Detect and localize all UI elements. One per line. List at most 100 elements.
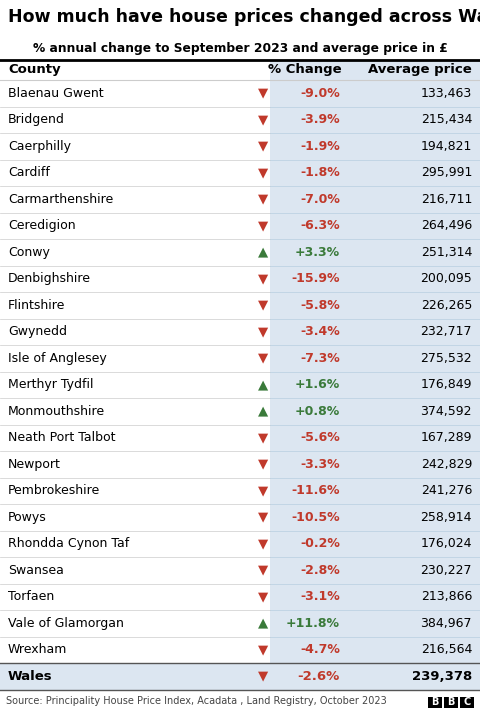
Bar <box>270 663 480 690</box>
Text: ▼: ▼ <box>258 193 268 205</box>
Text: Newport: Newport <box>8 458 61 471</box>
Text: B: B <box>432 697 439 707</box>
Text: ▼: ▼ <box>258 458 268 471</box>
Bar <box>270 345 480 372</box>
Text: 242,829: 242,829 <box>420 458 472 471</box>
Text: ▼: ▼ <box>258 87 268 100</box>
Text: 216,711: 216,711 <box>420 193 472 205</box>
Text: -3.3%: -3.3% <box>300 458 340 471</box>
Text: ▲: ▲ <box>258 405 268 418</box>
Text: Carmarthenshire: Carmarthenshire <box>8 193 113 205</box>
Text: Blaenau Gwent: Blaenau Gwent <box>8 87 104 100</box>
Text: -9.0%: -9.0% <box>300 87 340 100</box>
Text: Cardiff: Cardiff <box>8 166 50 179</box>
Bar <box>270 610 480 636</box>
Text: -10.5%: -10.5% <box>291 510 340 524</box>
Text: Vale of Glamorgan: Vale of Glamorgan <box>8 616 124 630</box>
Text: ▼: ▼ <box>258 113 268 127</box>
Text: ▲: ▲ <box>258 246 268 259</box>
Text: ▼: ▼ <box>258 484 268 497</box>
Bar <box>270 530 480 557</box>
Text: Bridgend: Bridgend <box>8 113 65 127</box>
Text: -4.7%: -4.7% <box>300 643 340 656</box>
Bar <box>270 451 480 478</box>
Bar <box>270 292 480 319</box>
Text: Monmouthshire: Monmouthshire <box>8 405 105 418</box>
Text: 230,227: 230,227 <box>420 564 472 577</box>
Text: -0.2%: -0.2% <box>300 538 340 550</box>
Text: Denbighshire: Denbighshire <box>8 272 91 285</box>
Text: Conwy: Conwy <box>8 246 50 259</box>
Text: ▲: ▲ <box>258 378 268 391</box>
Bar <box>0 663 270 690</box>
Text: +11.8%: +11.8% <box>286 616 340 630</box>
Text: ▼: ▼ <box>258 538 268 550</box>
Text: -5.8%: -5.8% <box>300 299 340 311</box>
Text: 133,463: 133,463 <box>421 87 472 100</box>
Text: County: County <box>8 63 60 76</box>
Text: 239,378: 239,378 <box>412 670 472 683</box>
Text: Isle of Anglesey: Isle of Anglesey <box>8 352 107 365</box>
Bar <box>270 107 480 133</box>
Text: Source: Principality House Price Index, Acadata , Land Registry, October 2023: Source: Principality House Price Index, … <box>6 695 387 705</box>
Text: -3.1%: -3.1% <box>300 590 340 603</box>
Text: -7.3%: -7.3% <box>300 352 340 365</box>
Text: ▲: ▲ <box>258 616 268 630</box>
Text: -15.9%: -15.9% <box>291 272 340 285</box>
Text: -7.0%: -7.0% <box>300 193 340 205</box>
Text: ▼: ▼ <box>258 564 268 577</box>
Bar <box>270 424 480 451</box>
Bar <box>270 557 480 584</box>
Text: Wrexham: Wrexham <box>8 643 67 656</box>
Bar <box>270 239 480 265</box>
Text: -1.8%: -1.8% <box>300 166 340 179</box>
Text: 167,289: 167,289 <box>420 432 472 444</box>
Bar <box>270 265 480 292</box>
Bar <box>460 697 474 707</box>
Text: Gwynedd: Gwynedd <box>8 325 67 338</box>
Bar <box>270 186 480 213</box>
Text: -2.8%: -2.8% <box>300 564 340 577</box>
Bar <box>270 60 480 88</box>
Text: ▼: ▼ <box>258 352 268 365</box>
Text: 215,434: 215,434 <box>420 113 472 127</box>
Text: Ceredigion: Ceredigion <box>8 219 76 232</box>
Text: Caerphilly: Caerphilly <box>8 140 71 153</box>
Text: +0.8%: +0.8% <box>295 405 340 418</box>
Text: Merthyr Tydfil: Merthyr Tydfil <box>8 378 94 391</box>
Bar <box>270 504 480 530</box>
Text: 213,866: 213,866 <box>420 590 472 603</box>
Bar <box>270 80 480 107</box>
Text: 384,967: 384,967 <box>420 616 472 630</box>
Text: 226,265: 226,265 <box>420 299 472 311</box>
Text: -1.9%: -1.9% <box>300 140 340 153</box>
Text: 232,717: 232,717 <box>420 325 472 338</box>
Text: Torfaen: Torfaen <box>8 590 54 603</box>
Text: 264,496: 264,496 <box>421 219 472 232</box>
Text: 251,314: 251,314 <box>420 246 472 259</box>
Text: Powys: Powys <box>8 510 47 524</box>
Text: 374,592: 374,592 <box>420 405 472 418</box>
Text: Swansea: Swansea <box>8 564 64 577</box>
Bar <box>270 159 480 186</box>
Text: ▼: ▼ <box>258 432 268 444</box>
Text: -6.3%: -6.3% <box>300 219 340 232</box>
Bar <box>270 398 480 424</box>
Text: ▼: ▼ <box>258 325 268 338</box>
Text: ▼: ▼ <box>258 643 268 656</box>
Bar <box>270 636 480 663</box>
Bar <box>270 213 480 239</box>
Text: Flintshire: Flintshire <box>8 299 65 311</box>
Bar <box>428 697 442 707</box>
Text: % annual change to September 2023 and average price in £: % annual change to September 2023 and av… <box>33 42 447 55</box>
Text: 216,564: 216,564 <box>420 643 472 656</box>
Text: How much have house prices changed across Wales?: How much have house prices changed acros… <box>8 8 480 26</box>
Text: Neath Port Talbot: Neath Port Talbot <box>8 432 116 444</box>
Text: ▼: ▼ <box>258 670 268 683</box>
Text: +1.6%: +1.6% <box>295 378 340 391</box>
Text: -3.9%: -3.9% <box>300 113 340 127</box>
Text: ▼: ▼ <box>258 510 268 524</box>
Bar <box>444 697 458 707</box>
Text: ▼: ▼ <box>258 272 268 285</box>
Text: 176,024: 176,024 <box>420 538 472 550</box>
